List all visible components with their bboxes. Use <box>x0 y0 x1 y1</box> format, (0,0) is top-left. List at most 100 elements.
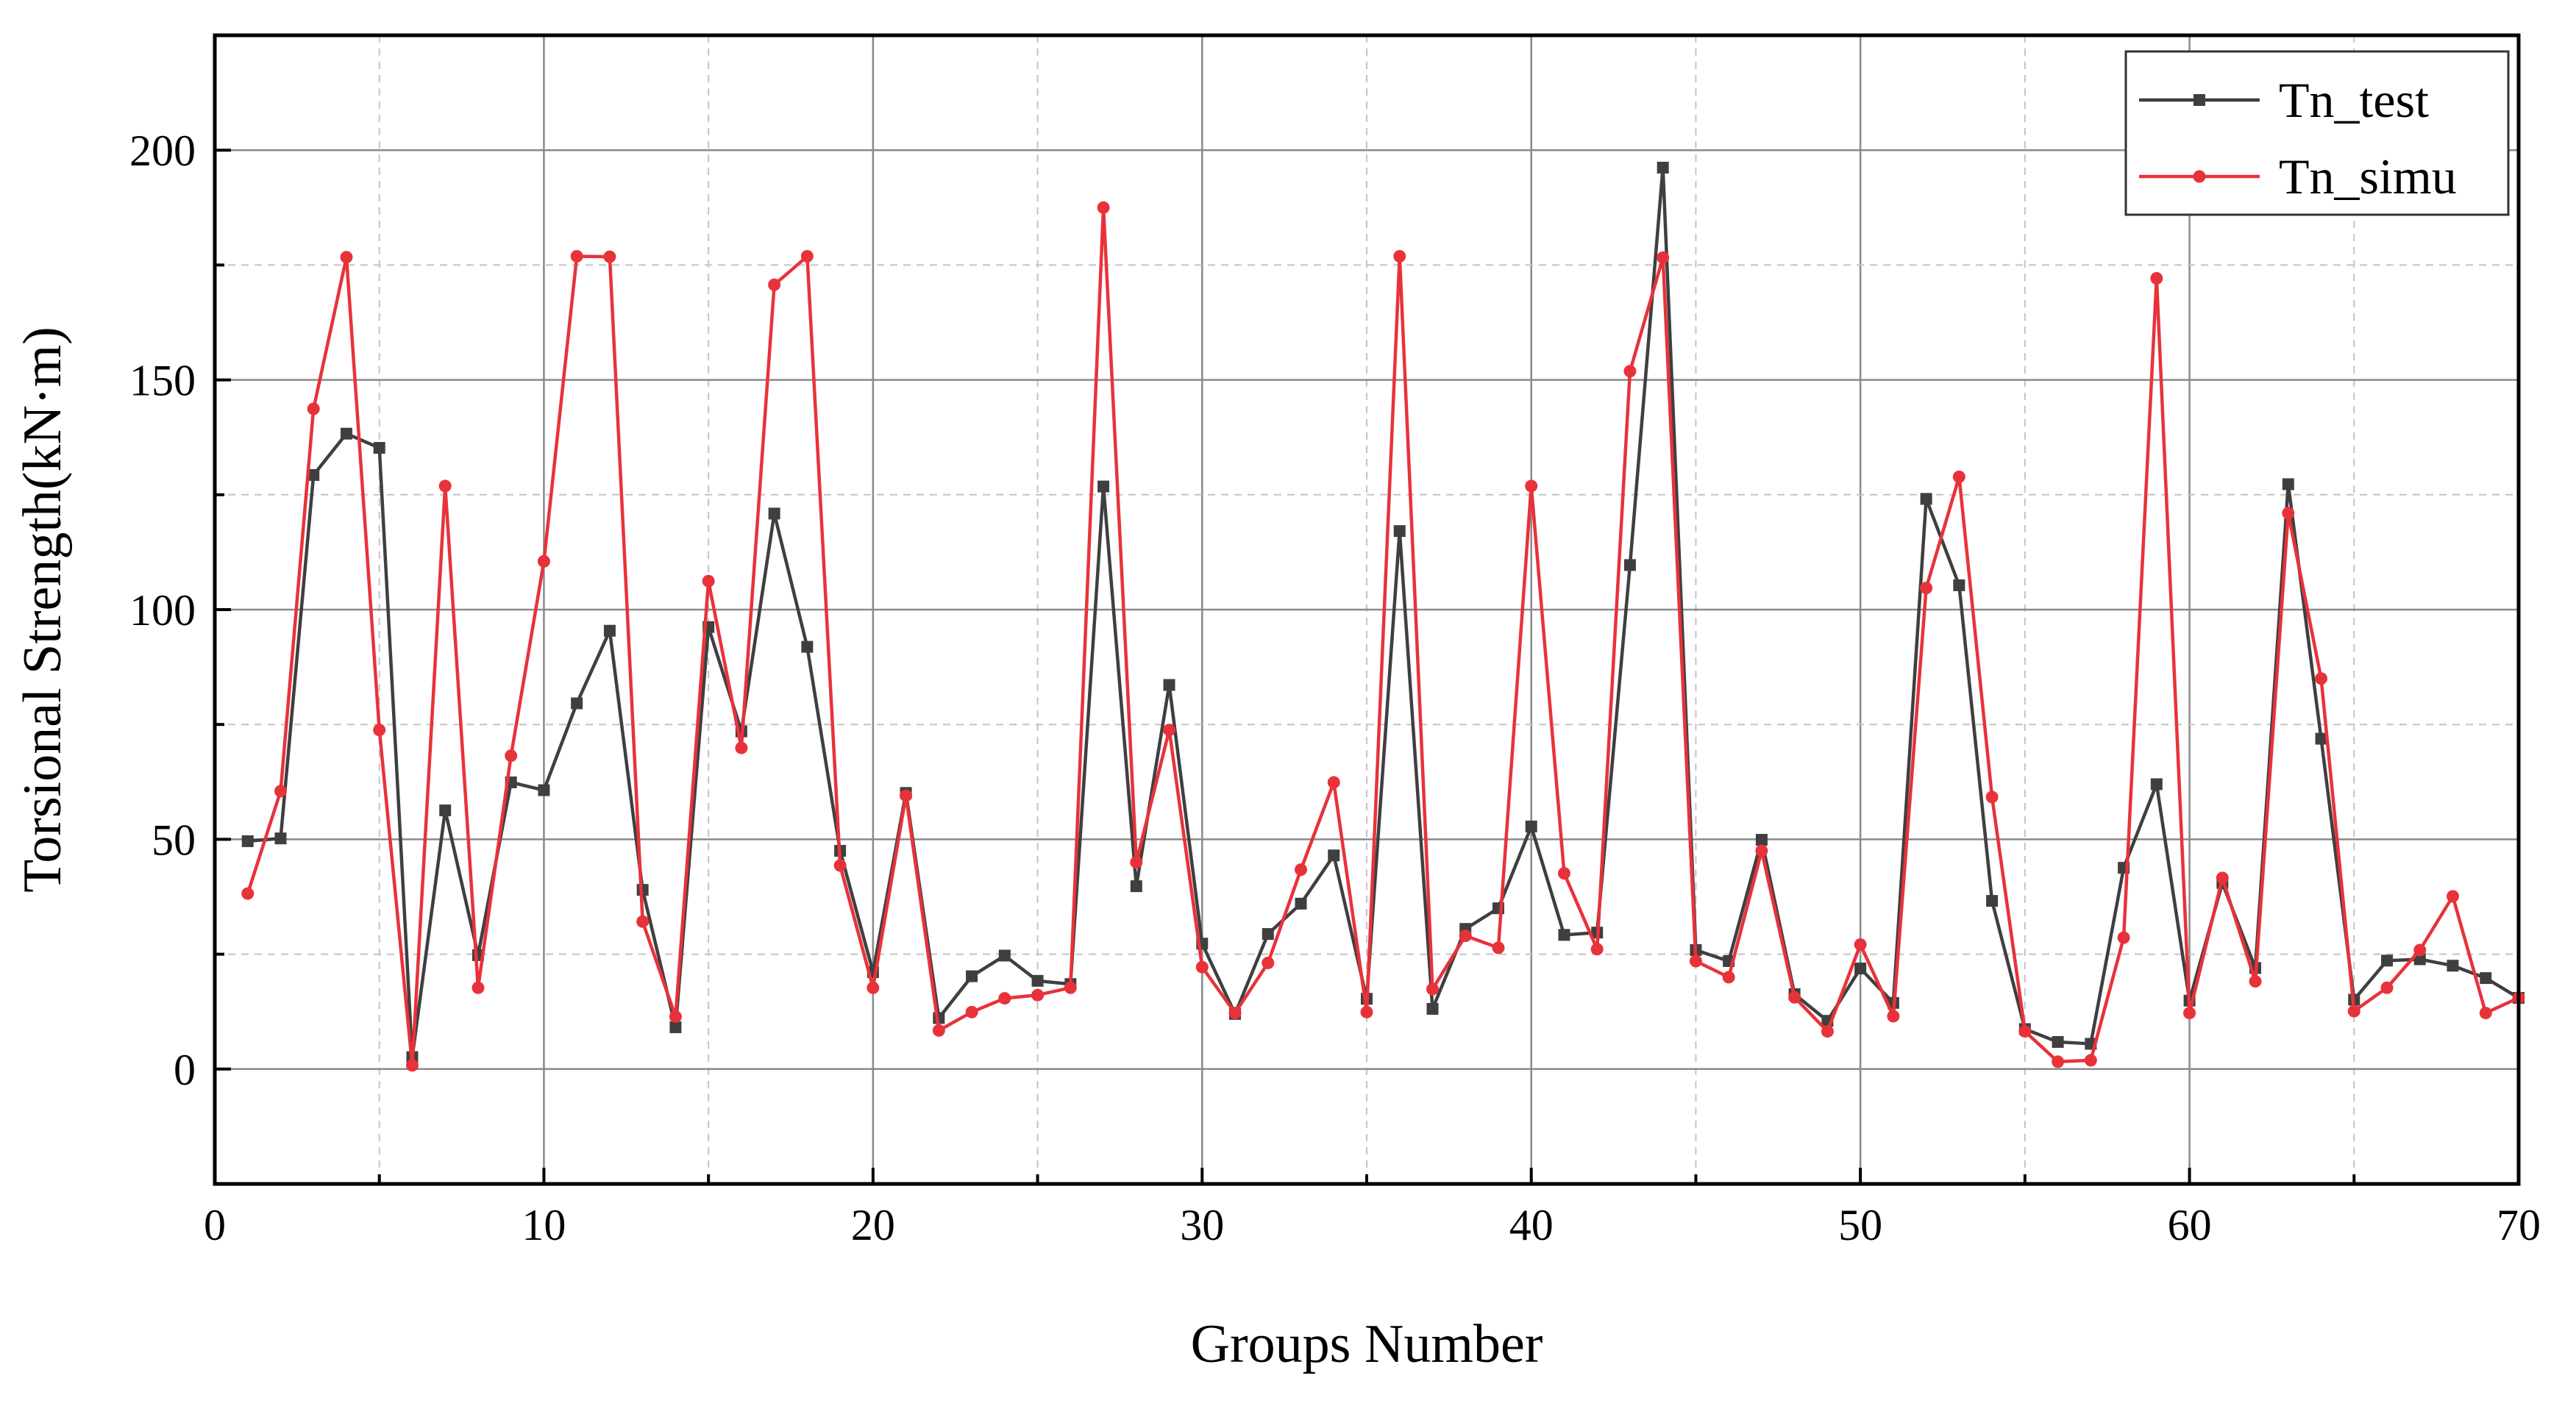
data-point-tn-simu <box>1064 981 1077 994</box>
data-point-tn-simu <box>340 251 353 264</box>
y-tick-label: 0 <box>174 1046 196 1094</box>
legend-marker-tn-test <box>2193 94 2205 106</box>
data-point-tn-simu <box>1920 582 1933 595</box>
x-tick-label: 20 <box>851 1201 895 1249</box>
data-point-tn-simu <box>1262 956 1275 969</box>
data-point-tn-simu <box>2052 1055 2065 1068</box>
data-point-tn-test <box>307 468 320 481</box>
data-point-tn-simu <box>1854 938 1867 951</box>
data-point-tn-simu <box>702 574 715 588</box>
data-point-tn-test <box>768 507 780 520</box>
data-point-tn-simu <box>1623 365 1637 378</box>
data-point-tn-simu <box>768 278 781 291</box>
series-layer <box>241 161 2525 1072</box>
x-tick-label: 10 <box>522 1201 566 1249</box>
data-point-tn-test <box>439 804 452 817</box>
x-tick-label: 30 <box>1180 1201 1224 1249</box>
data-point-tn-test <box>1986 895 1999 907</box>
data-point-tn-simu <box>998 992 1011 1005</box>
x-tick-label: 0 <box>204 1201 226 1249</box>
y-tick-label: 150 <box>129 357 196 405</box>
data-point-tn-test <box>1755 834 1768 846</box>
data-point-tn-simu <box>1985 791 1999 804</box>
data-point-tn-simu <box>2117 931 2130 944</box>
x-axis-title: Groups Number <box>1191 1314 1543 1374</box>
data-point-tn-simu <box>2347 1004 2360 1018</box>
data-point-tn-simu <box>1657 251 1670 264</box>
data-point-tn-test <box>669 1021 682 1033</box>
data-point-tn-simu <box>1228 1007 1242 1020</box>
data-point-tn-test <box>340 427 352 440</box>
data-point-tn-simu <box>373 724 386 737</box>
data-point-tn-test <box>998 949 1011 962</box>
data-point-tn-simu <box>2380 981 2394 994</box>
data-point-tn-simu <box>570 250 583 263</box>
data-point-tn-test <box>2381 954 2394 967</box>
data-point-tn-simu <box>2216 871 2229 885</box>
y-axis-title: Torsional Strength(kN·m) <box>13 326 73 893</box>
data-point-tn-test <box>1031 974 1044 987</box>
data-point-tn-simu <box>1163 724 1176 737</box>
x-tick-label: 40 <box>1509 1201 1554 1249</box>
data-point-tn-simu <box>472 981 485 994</box>
data-point-tn-simu <box>2413 943 2427 957</box>
data-point-tn-simu <box>405 1059 419 1072</box>
legend-box <box>2124 50 2510 216</box>
data-point-tn-simu <box>537 554 550 568</box>
x-tick-label: 50 <box>1838 1201 1882 1249</box>
y-tick-label: 200 <box>129 126 196 175</box>
data-point-tn-simu <box>932 1024 945 1037</box>
data-point-tn-test <box>1393 525 1406 538</box>
data-point-tn-test <box>2413 953 2426 966</box>
data-point-tn-test <box>2052 1035 2064 1048</box>
data-point-tn-test <box>1953 579 1965 591</box>
data-point-tn-test <box>1854 962 1867 974</box>
data-point-tn-test <box>1262 928 1274 941</box>
data-point-tn-test <box>966 970 978 982</box>
data-point-tn-simu <box>2183 1007 2196 1020</box>
data-point-tn-test <box>1295 897 1307 910</box>
data-point-tn-simu <box>505 749 518 763</box>
data-point-tn-simu <box>1031 988 1045 1002</box>
data-point-tn-test <box>1097 480 1110 493</box>
data-point-tn-test <box>1623 559 1636 571</box>
data-point-tn-simu <box>1130 856 1143 869</box>
data-point-tn-simu <box>867 981 880 994</box>
y-tick-label: 100 <box>129 586 196 635</box>
data-point-tn-simu <box>1295 863 1308 877</box>
data-point-tn-simu <box>1492 941 1505 954</box>
data-point-tn-test <box>1328 849 1340 862</box>
data-point-tn-simu <box>1360 1005 1373 1018</box>
data-point-tn-simu <box>1590 943 1604 956</box>
data-point-tn-simu <box>669 1010 682 1024</box>
data-point-tn-test <box>1426 1002 1439 1015</box>
data-point-tn-test <box>2315 732 2327 745</box>
data-point-tn-simu <box>2084 1054 2097 1067</box>
data-point-tn-test <box>2282 478 2294 490</box>
data-point-tn-test <box>1525 820 1537 832</box>
data-point-tn-test <box>603 624 616 637</box>
data-point-tn-test <box>1657 161 1669 174</box>
data-point-tn-test <box>1920 493 1932 505</box>
data-point-tn-test <box>538 784 550 796</box>
data-point-tn-simu <box>735 741 748 754</box>
data-point-tn-simu <box>1525 479 1538 493</box>
data-point-tn-simu <box>900 789 913 802</box>
data-point-tn-simu <box>1887 1010 1900 1023</box>
data-point-tn-simu <box>1821 1025 1834 1038</box>
series-line-tn-simu <box>246 206 2519 1068</box>
data-point-tn-simu <box>274 785 287 798</box>
data-point-tn-simu <box>965 1005 978 1018</box>
data-point-tn-simu <box>438 479 452 493</box>
data-point-tn-simu <box>1195 960 1209 974</box>
y-tick-label: 50 <box>152 816 196 864</box>
data-point-tn-simu <box>636 915 650 928</box>
data-point-tn-simu <box>1722 971 1735 984</box>
data-point-tn-simu <box>1327 776 1340 789</box>
data-point-tn-simu <box>2282 507 2295 520</box>
data-point-tn-simu <box>800 250 814 263</box>
series-line-tn-test <box>247 165 2520 1059</box>
x-tick-label: 60 <box>2168 1201 2212 1249</box>
data-point-tn-test <box>2150 778 2163 791</box>
